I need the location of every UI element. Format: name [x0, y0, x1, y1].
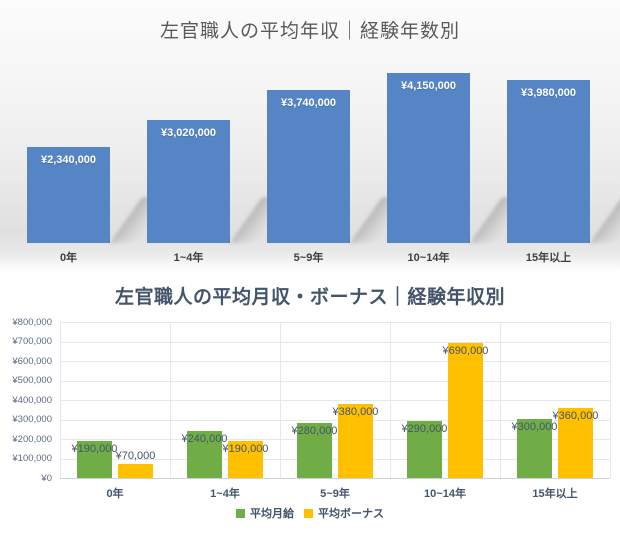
annual-category-label: 5~9年 [293, 252, 324, 264]
monthly-category-label: 0年 [106, 488, 124, 500]
gridline-horizontal [60, 478, 610, 479]
legend-marker-icon [236, 508, 245, 518]
annual-category-label: 1~4年 [173, 252, 204, 264]
gridline-vertical [390, 322, 391, 478]
monthly-bonus-chart: 左官職人の平均月収・ボーナス｜経験年収別 ¥800,000 ¥700,000 ¥60… [0, 272, 620, 539]
平均月給-bar-5~9年 [297, 423, 332, 478]
平均ボーナス-value-label: ¥360,000 [552, 410, 599, 422]
y-axis-tick-label: ¥100,000 [12, 453, 52, 464]
annual-bar-value-label: ¥2,340,000 [40, 154, 97, 166]
平均月給-bar-10~14年 [407, 421, 442, 478]
gridline-vertical [610, 322, 611, 478]
annual-income-chart: 左官職人の平均年収｜経験年数別 ¥2,340,000 0年 ¥3,020,000 1~… [0, 0, 620, 272]
gridline-vertical [500, 322, 501, 478]
平均ボーナス-value-label: ¥190,000 [222, 443, 269, 455]
平均月給-value-label: ¥280,000 [291, 425, 338, 437]
monthly-category-label: 5~9年 [320, 488, 350, 500]
平均月給-bar-0年 [77, 441, 112, 478]
annual-bar-value-label: ¥3,020,000 [160, 127, 217, 139]
annual-bar-15年以上 [507, 80, 590, 243]
gridline-horizontal [60, 439, 610, 440]
平均ボーナス-value-label: ¥70,000 [115, 450, 156, 462]
annual-bar-value-label: ¥4,150,000 [400, 80, 457, 92]
annual-bar-5~9年 [267, 90, 350, 243]
平均ボーナス-bar-0年 [118, 464, 153, 478]
平均月給-value-label: ¥300,000 [511, 421, 558, 433]
平均ボーナス-value-label: ¥380,000 [332, 406, 379, 418]
gridline-horizontal [60, 419, 610, 421]
monthly-category-label: 10~14年 [424, 488, 466, 500]
monthly-category-label: 15年以上 [532, 488, 578, 500]
y-axis-tick-label: ¥400,000 [12, 394, 52, 406]
平均月給-value-label: ¥290,000 [401, 423, 448, 435]
legend-marker-icon [304, 508, 313, 518]
gridline-horizontal [60, 361, 610, 362]
chart-legend: 平均月給 平均ボーナス [0, 505, 620, 521]
annual-bar-1~4年 [147, 120, 230, 243]
annual-bar-value-label: ¥3,740,000 [280, 97, 337, 109]
平均ボーナス-bar-10~14年 [448, 343, 483, 478]
平均ボーナス-value-label: ¥690,000 [442, 345, 489, 357]
gridline-horizontal [60, 380, 610, 382]
y-axis-tick-label: ¥200,000 [12, 433, 52, 445]
monthly-chart-title: 左官職人の平均月収・ボーナス｜経験年収別 [114, 287, 505, 308]
y-axis-tick-label: ¥600,000 [12, 355, 52, 367]
y-axis-tick-label: ¥800,000 [12, 316, 52, 328]
annual-category-label: 0年 [59, 252, 78, 264]
annual-chart-title: 左官職人の平均年収｜経験年数別 [159, 21, 460, 42]
y-axis-tick-label: ¥700,000 [12, 336, 52, 347]
legend-item-平均ボーナス: 平均ボーナス [304, 505, 384, 521]
gridline-horizontal [60, 341, 610, 343]
annual-bar-10~14年 [387, 73, 470, 243]
y-axis-tick-label: ¥0 [41, 472, 52, 484]
annual-bar-value-label: ¥3,980,000 [520, 87, 577, 99]
legend-label: 平均月給 [250, 508, 294, 520]
gridline-horizontal [60, 458, 610, 460]
平均ボーナス-bar-15年以上 [558, 408, 593, 478]
gridline-horizontal [60, 322, 610, 323]
y-axis-tick-label: ¥300,000 [12, 414, 52, 425]
annual-category-label: 10~14年 [407, 252, 450, 264]
平均月給-value-label: ¥240,000 [181, 433, 228, 445]
gridline-vertical [60, 322, 61, 478]
平均ボーナス-bar-1~4年 [228, 441, 263, 478]
annual-bar-0年 [27, 147, 110, 243]
y-axis-tick-label: ¥500,000 [12, 375, 52, 386]
平均ボーナス-bar-5~9年 [338, 404, 373, 478]
gridline-vertical [280, 322, 281, 478]
legend-item-平均月給: 平均月給 [236, 505, 294, 521]
gridline-horizontal [60, 400, 610, 401]
平均月給-bar-1~4年 [187, 431, 222, 478]
legend-label: 平均ボーナス [318, 508, 384, 520]
平均月給-value-label: ¥190,000 [71, 443, 118, 455]
monthly-category-label: 1~4年 [210, 488, 240, 500]
gridline-vertical [170, 322, 171, 478]
平均月給-bar-15年以上 [517, 419, 552, 478]
annual-category-label: 15年以上 [525, 252, 572, 264]
